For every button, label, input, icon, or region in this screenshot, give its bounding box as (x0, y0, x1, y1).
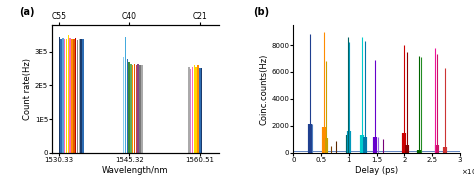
X-axis label: Wavelength/nm: Wavelength/nm (102, 166, 169, 175)
Bar (139, 65, 141, 153)
Bar (123, 57, 124, 153)
Bar (69, 38, 71, 153)
Bar (64, 39, 65, 153)
Bar (127, 59, 128, 153)
Bar (130, 64, 132, 153)
Bar (79, 39, 80, 153)
Bar (192, 67, 193, 153)
Bar (75, 38, 76, 153)
Bar (66, 39, 67, 153)
Bar (136, 65, 137, 153)
Bar (77, 40, 78, 153)
Bar (62, 38, 64, 153)
Bar (132, 65, 134, 153)
Text: (b): (b) (254, 7, 270, 17)
Bar (195, 67, 197, 153)
Bar (190, 69, 191, 153)
Bar (199, 68, 201, 153)
Bar (188, 67, 190, 153)
Bar (71, 39, 73, 153)
Bar (73, 39, 74, 153)
Bar (82, 39, 83, 153)
Y-axis label: Count rate(Hz): Count rate(Hz) (23, 58, 32, 120)
Text: $\times10^4$: $\times10^4$ (462, 167, 474, 178)
Bar (125, 37, 126, 153)
Bar (137, 64, 139, 153)
Bar (60, 39, 62, 153)
Bar (197, 65, 199, 153)
X-axis label: Delay (ps): Delay (ps) (355, 166, 398, 175)
Bar (68, 35, 69, 153)
Bar (194, 65, 195, 153)
Y-axis label: Coinc.counts(Hz): Coinc.counts(Hz) (259, 53, 268, 125)
Bar (141, 65, 143, 153)
Bar (134, 64, 135, 153)
Bar (128, 62, 130, 153)
Bar (80, 39, 82, 153)
Bar (201, 68, 202, 153)
Bar (58, 37, 60, 153)
Text: (a): (a) (19, 7, 34, 17)
